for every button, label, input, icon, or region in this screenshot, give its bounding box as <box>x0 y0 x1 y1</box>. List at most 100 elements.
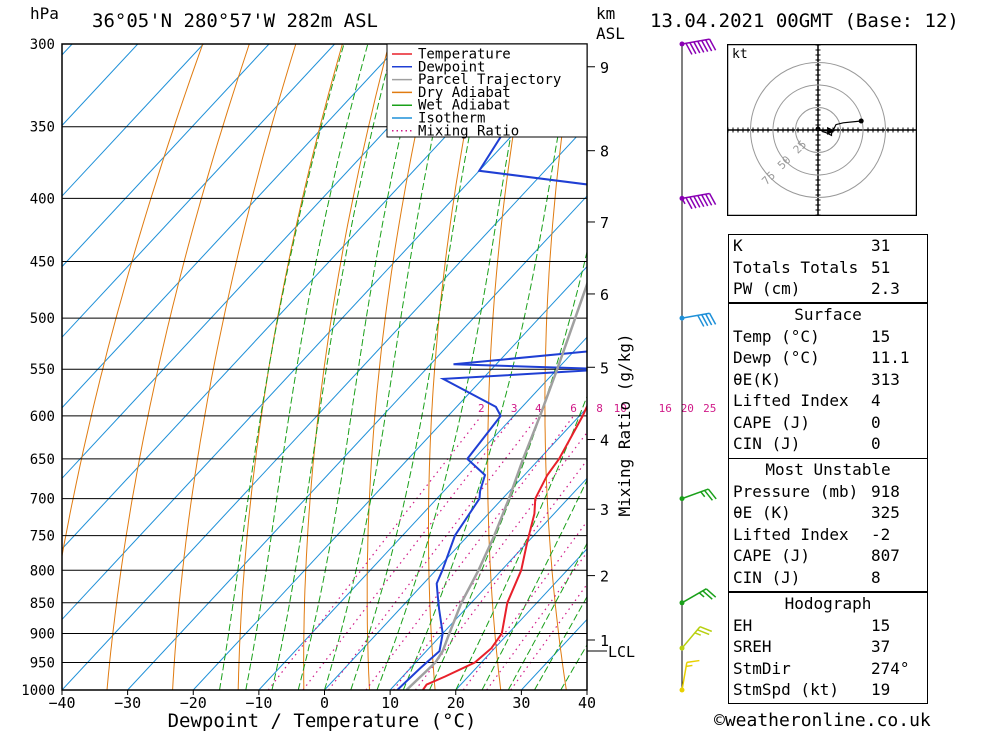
temperature-tick-label: −20 <box>180 694 207 712</box>
indices-row: K 31 <box>729 235 927 257</box>
wind-barb-half-flag <box>694 632 702 636</box>
dry-adiabat-line <box>654 44 698 690</box>
dry-adiabat-line <box>706 44 720 690</box>
mixing-ratio-line <box>302 415 515 690</box>
temperature-tick-label: −30 <box>114 694 141 712</box>
wind-barb <box>679 588 717 606</box>
isotherm-line <box>62 44 467 480</box>
altitude-tick-label: 1 <box>600 632 609 650</box>
indices-panel: K 31 Totals Totals 51 PW (cm) 2.3 <box>728 234 928 303</box>
wet-adiabat-line <box>376 44 529 690</box>
isotherm-line <box>62 44 336 338</box>
indices-label: K <box>733 236 743 255</box>
pressure-tick-label: 450 <box>30 255 55 271</box>
wet-adiabat-line <box>534 595 587 690</box>
surface-label: Lifted Index <box>733 391 849 410</box>
most_unstable-value: 918 <box>871 481 900 501</box>
legend-label: Parcel Trajectory <box>418 72 561 88</box>
wind-barb-flag <box>705 588 717 598</box>
isotherm-line <box>127 195 587 690</box>
wind-barb-flag <box>697 629 710 636</box>
pressure-unit-label: hPa <box>30 4 59 23</box>
mixing-ratio-label: 3 <box>511 402 518 415</box>
hodograph-ring <box>750 62 886 198</box>
indices-row: Totals Totals 51 <box>729 257 927 279</box>
dry-adiabat-line <box>237 44 343 690</box>
x-axis-label: Dewpoint / Temperature (°C) <box>168 710 477 732</box>
hodograph_table-label: StmDir <box>733 658 791 678</box>
hodograph_table-label: EH <box>733 615 753 635</box>
legend-label: Isotherm <box>418 111 485 127</box>
wet-adiabat-line <box>481 478 587 690</box>
isotherm-line <box>62 44 532 550</box>
wind-barb-flag <box>702 590 713 600</box>
surface-row: Dewp (°C) 11.1 <box>729 347 927 369</box>
hodograph_table-row: StmSpd (kt) 19 <box>729 679 927 701</box>
wind-barb-flag <box>686 659 700 664</box>
temperature-tick-label: 20 <box>447 694 465 712</box>
indices-value: 51 <box>871 257 891 277</box>
altitude-tick-label: 7 <box>600 214 609 232</box>
altitude-tick-label: 3 <box>600 501 609 519</box>
pressure-tick-label: 750 <box>30 529 55 545</box>
legend-label: Wet Adiabat <box>418 98 511 114</box>
temperature-profile <box>422 404 587 690</box>
wind-barb-flag <box>699 626 713 633</box>
wind-barb-flag <box>697 195 705 208</box>
temperature-tick-label: 10 <box>381 694 399 712</box>
isotherm-line <box>62 44 270 268</box>
wind-barb-flag <box>701 40 709 53</box>
skew-t-chart: 2 3 4 6 8 10 16 20 25 30035040045050055060065070… <box>21 37 720 732</box>
lcl-label: LCL <box>608 643 635 661</box>
most_unstable-row: Pressure (mb) 918 <box>729 481 927 503</box>
hodograph-panel: Hodograph EH 15 SREH 37 StmDir 274° StmSpd (kt… <box>728 592 928 704</box>
isotherm-line <box>455 548 587 690</box>
wind-barb-staff <box>681 626 701 649</box>
asl-label: ASL <box>596 24 625 43</box>
wind-barb-flag <box>693 41 701 54</box>
dewpoint-profile <box>396 101 587 690</box>
pressure-tick-label: 300 <box>30 37 55 53</box>
temperature-tick-label: −10 <box>245 694 272 712</box>
wind-barb <box>679 659 700 693</box>
surface-value: 11.1 <box>871 348 910 367</box>
surface-label: CIN (J) <box>733 434 801 453</box>
pressure-tick-label: 850 <box>30 596 55 612</box>
dry-adiabat-line <box>172 44 297 690</box>
most_unstable-value: 325 <box>871 503 900 522</box>
wind-barb-half-flag <box>686 664 693 668</box>
hodograph_table-value: 15 <box>871 615 891 635</box>
hodograph_table-label: SREH <box>733 637 772 656</box>
hodograph-end-point <box>858 118 864 124</box>
dry-adiabat-line <box>106 44 250 690</box>
wind-barb-flag <box>697 40 705 53</box>
surface-value: 313 <box>871 369 900 389</box>
indices-row: PW (cm) 2.3 <box>729 278 927 300</box>
indices-value: 2.3 <box>871 279 900 298</box>
surface-label: Temp (°C) <box>733 326 820 346</box>
wet-adiabat-line <box>560 643 587 690</box>
most_unstable-label: CIN (J) <box>733 567 801 587</box>
surface-row: CIN (J) 0 <box>729 433 927 455</box>
wind-barb-flag <box>704 313 713 326</box>
surface-row: Temp (°C) 15 <box>729 326 927 348</box>
pressure-tick-label: 350 <box>30 120 55 136</box>
most-unstable-panel: Most Unstable Pressure (mb) 918 θE (K) 325 L… <box>728 458 928 592</box>
wind-barb-flag <box>703 489 714 501</box>
wind-barb <box>679 192 717 210</box>
surface-label: θE(K) <box>733 369 782 389</box>
surface-value: 0 <box>871 434 881 453</box>
pressure-tick-label: 1000 <box>21 683 55 699</box>
mixing-ratio-label: 4 <box>535 402 542 415</box>
mixing-ratio-label: 10 <box>614 402 627 415</box>
wet-adiabat-line <box>350 44 489 690</box>
indices-value: 31 <box>871 236 891 255</box>
most_unstable-value: 8 <box>871 567 881 587</box>
hodograph_table-value: 19 <box>871 680 891 699</box>
most_unstable-value: 807 <box>871 546 900 565</box>
altitude-tick-label: 4 <box>600 432 609 450</box>
dry-adiabat-line <box>428 44 483 690</box>
hodograph-unit-label: kt <box>732 47 748 62</box>
wind-barb <box>679 38 717 55</box>
credit-link[interactable]: ©weatheronline.co.uk <box>714 710 931 731</box>
